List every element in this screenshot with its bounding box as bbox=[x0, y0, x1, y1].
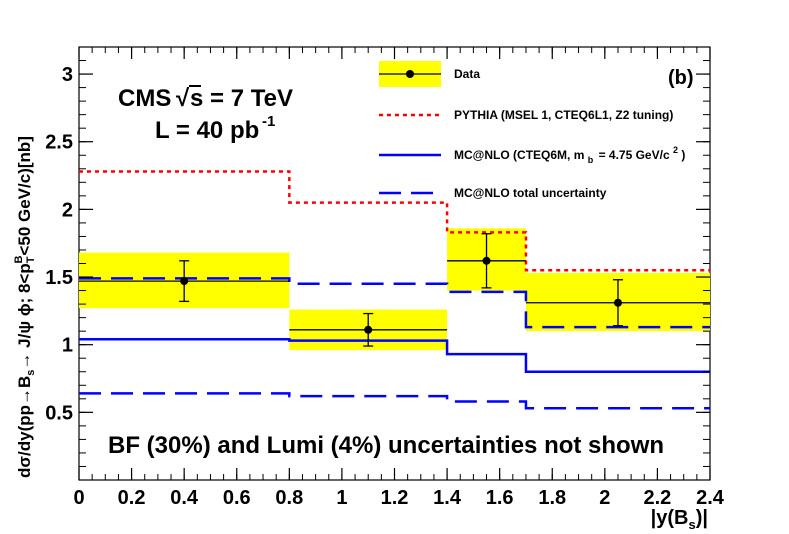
x-axis-title-sub: s bbox=[689, 517, 696, 532]
y-tick-label: 3 bbox=[62, 64, 73, 86]
y-axis-title-main: dσ/dy(pp→B bbox=[15, 376, 34, 478]
x-tick-label: 1 bbox=[336, 487, 347, 509]
x-tick-label: 0.4 bbox=[170, 487, 199, 509]
y-tick-label: 1 bbox=[62, 335, 73, 357]
legend-mcnlo-sub: b bbox=[588, 155, 594, 165]
y-axis-title: dσ/dy(pp→Bs→ J/ψ ϕ; 8<pTB<50 GeV/c)[nb] bbox=[13, 136, 37, 478]
mcnlo-curve bbox=[79, 338, 710, 373]
y-tick-label: 1.5 bbox=[45, 267, 73, 289]
axis-ticks: 0 0.2 0.4 0.6 0.8 1 1.2 1.4 1.6 1.8 2 2.2 2.4 0.5 1 1.5… bbox=[45, 46, 725, 509]
y-tick-label: 2 bbox=[62, 199, 73, 221]
sqrt-symbol: √ bbox=[176, 85, 190, 112]
x-tick-label: 2.2 bbox=[644, 487, 672, 509]
uncertainty-note: BF (30%) and Lumi (4%) uncertainties not… bbox=[108, 432, 664, 459]
x-axis-title-main: |y(B bbox=[651, 507, 689, 529]
mc-curves bbox=[79, 170, 710, 410]
legend-pythia-text: PYTHIA (MSEL 1, CTEQ6L1, Z2 tuning) bbox=[454, 108, 673, 122]
data-points bbox=[79, 233, 710, 347]
x-tick-label: 0 bbox=[73, 487, 84, 509]
x-tick-label: 1.4 bbox=[433, 487, 462, 509]
x-tick-label: 1.6 bbox=[486, 487, 514, 509]
legend-mcnlo-name: MC@NLO (CTEQ6M, m bbox=[454, 148, 584, 162]
legend-uncert-text: MC@NLO total uncertainty bbox=[454, 186, 607, 200]
lumi-label: L = 40 pb bbox=[155, 117, 259, 144]
legend-mcnlo-text: MC@NLO (CTEQ6M, m b = 4.75 GeV/c 2 ) bbox=[454, 142, 685, 166]
lumi-exponent: -1 bbox=[262, 113, 275, 130]
x-tick-label: 2 bbox=[599, 487, 610, 509]
panel-label: (b) bbox=[668, 67, 694, 89]
y-axis-title-sub2: T bbox=[25, 256, 37, 263]
data-point bbox=[613, 298, 622, 307]
y-axis-title-end: <50 GeV/c)[nb] bbox=[15, 136, 34, 256]
data-point bbox=[364, 325, 373, 334]
legend-mcnlo-sup: 2 bbox=[673, 145, 678, 155]
x-tick-label: 0.8 bbox=[275, 487, 303, 509]
legend-data-text: Data bbox=[454, 67, 480, 81]
legend-data-marker bbox=[406, 70, 414, 78]
x-tick-label: 1.2 bbox=[381, 487, 409, 509]
x-axis-title: |y(Bs)| bbox=[651, 507, 708, 532]
legend-mcnlo-end: = 4.75 GeV/c bbox=[599, 148, 670, 162]
mcnlo-uncert-lower bbox=[79, 392, 710, 410]
legend-mcnlo-close: ) bbox=[681, 148, 685, 162]
data-point bbox=[180, 277, 189, 286]
x-tick-label: 2.4 bbox=[696, 487, 725, 509]
mcnlo-uncert-upper bbox=[79, 277, 710, 329]
legend: Data PYTHIA (MSEL 1, CTEQ6L1, Z2 tuning)… bbox=[379, 61, 685, 200]
pythia-curve bbox=[79, 170, 710, 272]
y-axis-title-mid: → J/ψ ϕ; 8<p bbox=[15, 263, 34, 369]
x-tick-label: 0.6 bbox=[223, 487, 251, 509]
x-axis-title-end: )| bbox=[696, 507, 708, 529]
data-point bbox=[482, 256, 491, 265]
x-tick-label: 0.2 bbox=[118, 487, 146, 509]
y-axis-title-sup2: B bbox=[13, 256, 25, 264]
y-axis-title-sub1: s bbox=[25, 370, 37, 376]
energy-label: s = 7 TeV bbox=[190, 85, 293, 112]
experiment-label: CMS bbox=[118, 85, 171, 112]
syst-bands bbox=[79, 228, 710, 351]
y-tick-label: 0.5 bbox=[45, 402, 73, 424]
x-tick-label: 1.8 bbox=[538, 487, 566, 509]
y-tick-label: 2.5 bbox=[45, 132, 73, 154]
